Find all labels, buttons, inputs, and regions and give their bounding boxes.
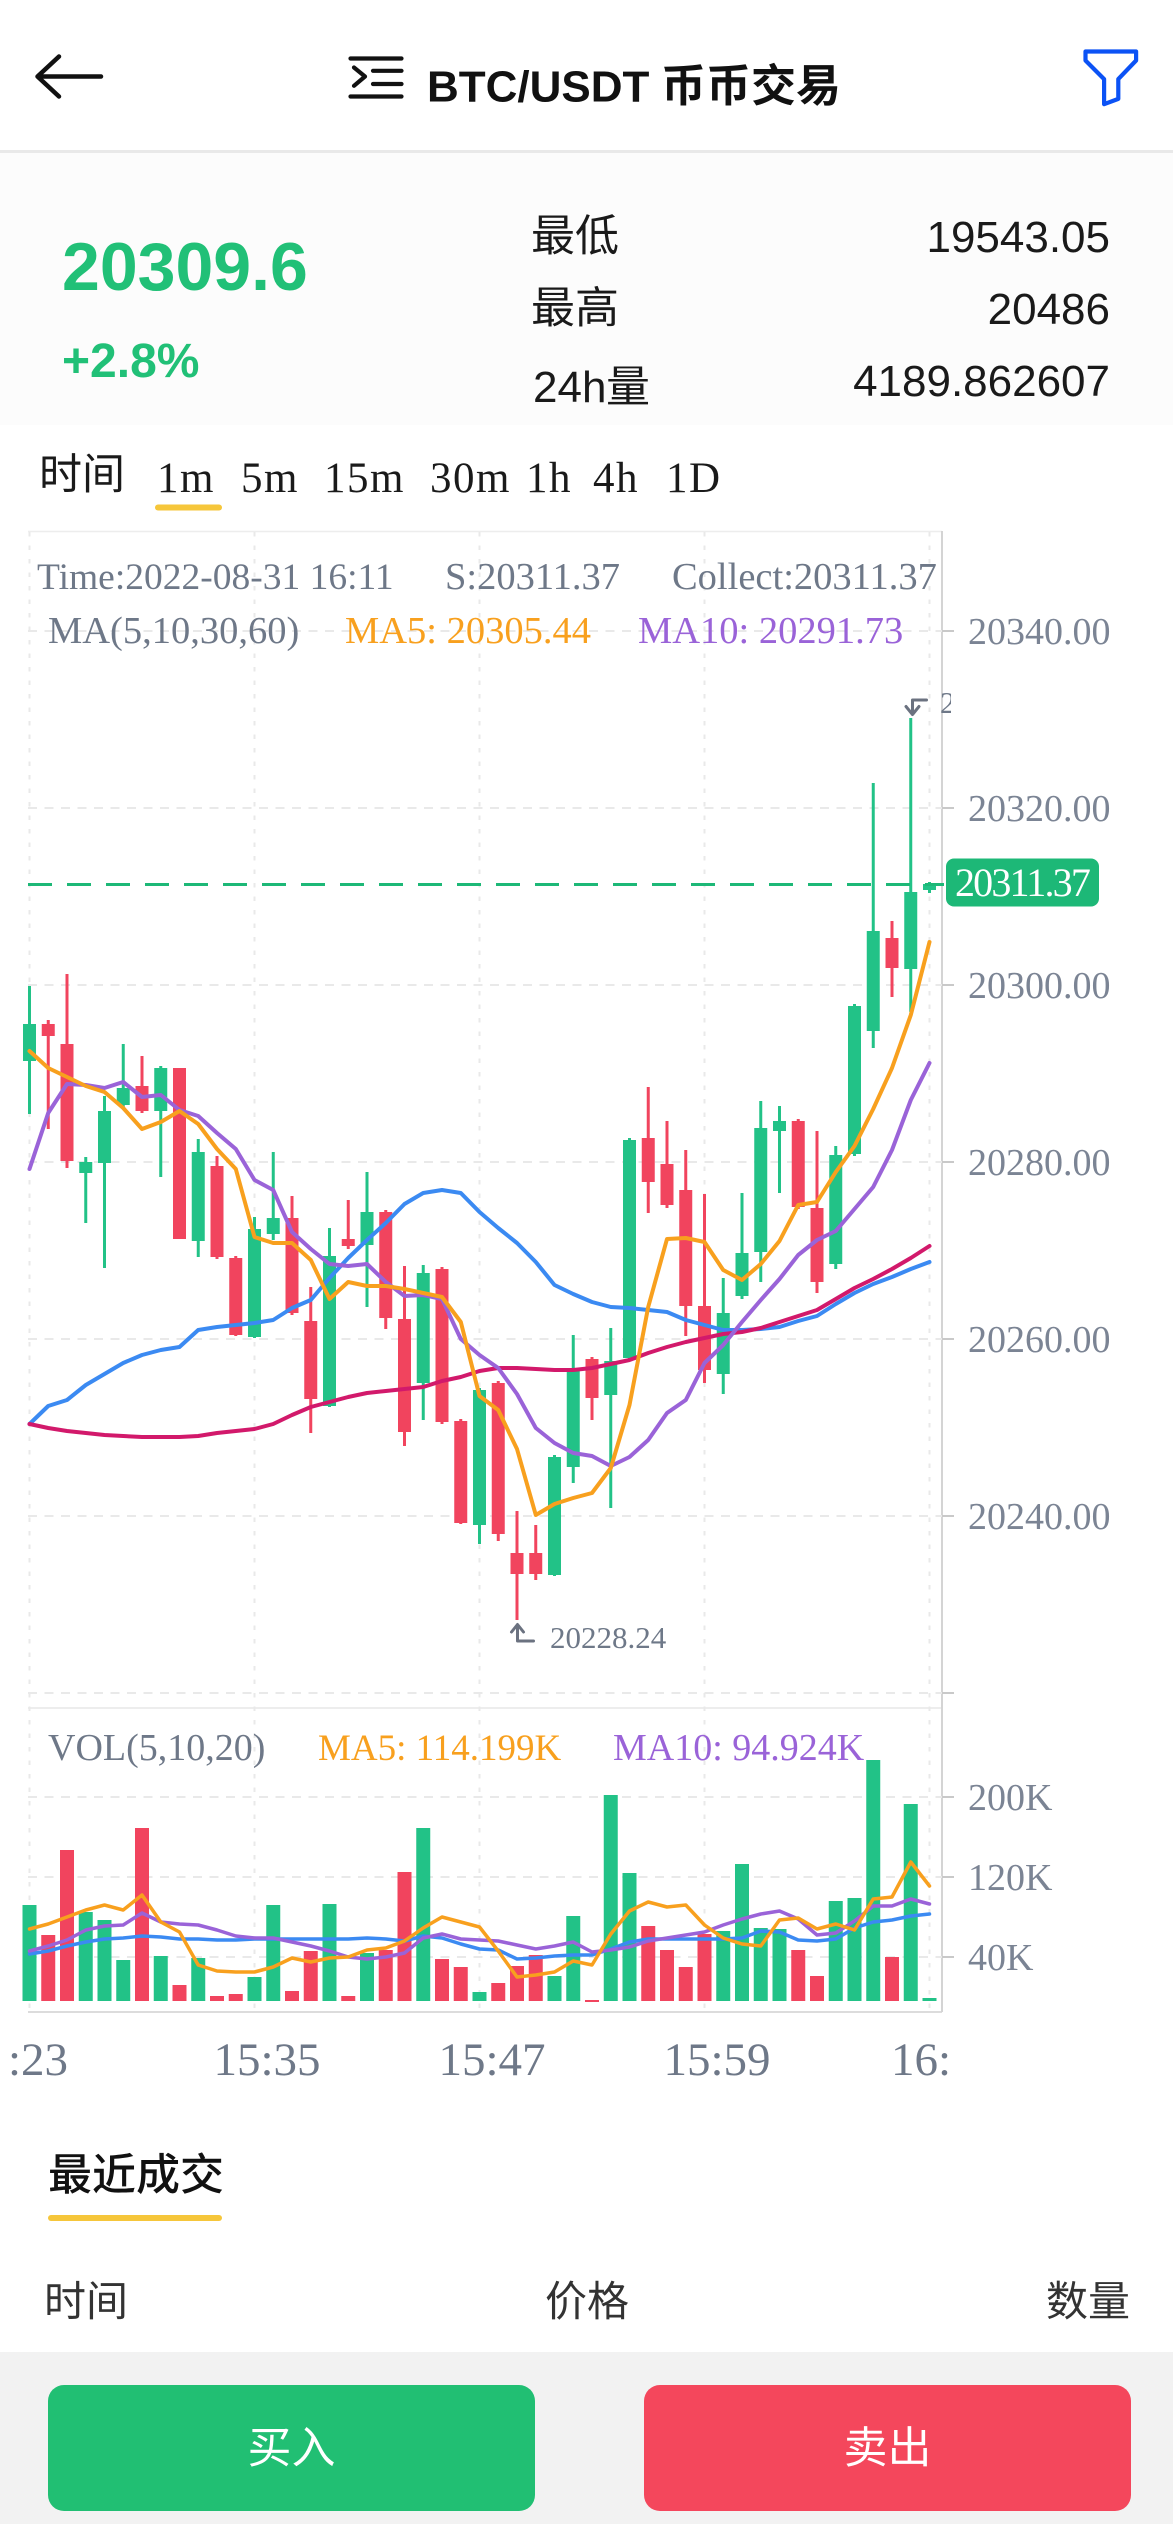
svg-text:120K: 120K <box>968 1857 1053 1899</box>
svg-text:20331.37: 20331.37 <box>940 685 1056 720</box>
svg-text:20240.00: 20240.00 <box>968 1496 1111 1538</box>
svg-text:30m: 30m <box>430 455 511 502</box>
svg-text:1m: 1m <box>157 455 215 502</box>
svg-text:BTC/USDT: BTC/USDT <box>427 63 650 112</box>
svg-text:MA10: 94.924K: MA10: 94.924K <box>613 1727 865 1769</box>
svg-text:4h: 4h <box>593 455 639 502</box>
svg-text:20486: 20486 <box>988 285 1110 334</box>
svg-text:20320.00: 20320.00 <box>968 788 1111 830</box>
svg-text:MA(5,10,30,60): MA(5,10,30,60) <box>48 610 299 652</box>
svg-text:MA5: 20305.44: MA5: 20305.44 <box>345 610 591 652</box>
svg-text:20280.00: 20280.00 <box>968 1142 1111 1184</box>
svg-text:MA5: 114.199K: MA5: 114.199K <box>318 1728 562 1769</box>
svg-text:200K: 200K <box>968 1777 1053 1819</box>
svg-text:15:47: 15:47 <box>438 2034 545 2086</box>
svg-text:Time:2022-08-31 16:11: Time:2022-08-31 16:11 <box>37 557 394 598</box>
svg-text:4189.862607: 4189.862607 <box>853 357 1110 406</box>
svg-text:5m: 5m <box>241 455 299 502</box>
svg-text:15m: 15m <box>324 455 405 502</box>
svg-text:16:11: 16:11 <box>891 2034 996 2086</box>
svg-text:Collect:20311.37: Collect:20311.37 <box>672 556 937 598</box>
svg-text:40K: 40K <box>968 1937 1034 1979</box>
svg-text:20260.00: 20260.00 <box>968 1319 1111 1361</box>
svg-text:20228.24: 20228.24 <box>550 1620 667 1655</box>
svg-text:15:35: 15:35 <box>213 2034 320 2086</box>
svg-text:+2.8%: +2.8% <box>62 335 199 388</box>
svg-text:20300.00: 20300.00 <box>968 965 1111 1007</box>
svg-text:1h: 1h <box>526 455 572 502</box>
svg-text:S:20311.37: S:20311.37 <box>445 556 620 598</box>
svg-text:24h: 24h <box>533 363 606 412</box>
svg-text:1D: 1D <box>666 455 722 502</box>
svg-text:20311.37: 20311.37 <box>955 860 1090 905</box>
svg-text:MA10: 20291.73: MA10: 20291.73 <box>638 610 903 652</box>
svg-text::23: :23 <box>8 2034 68 2086</box>
svg-text:20340.00: 20340.00 <box>968 611 1111 653</box>
svg-text:15:59: 15:59 <box>663 2034 770 2086</box>
svg-text:VOL(5,10,20): VOL(5,10,20) <box>48 1727 265 1769</box>
svg-text:20309.6: 20309.6 <box>62 229 308 305</box>
svg-text:19543.05: 19543.05 <box>926 213 1110 262</box>
